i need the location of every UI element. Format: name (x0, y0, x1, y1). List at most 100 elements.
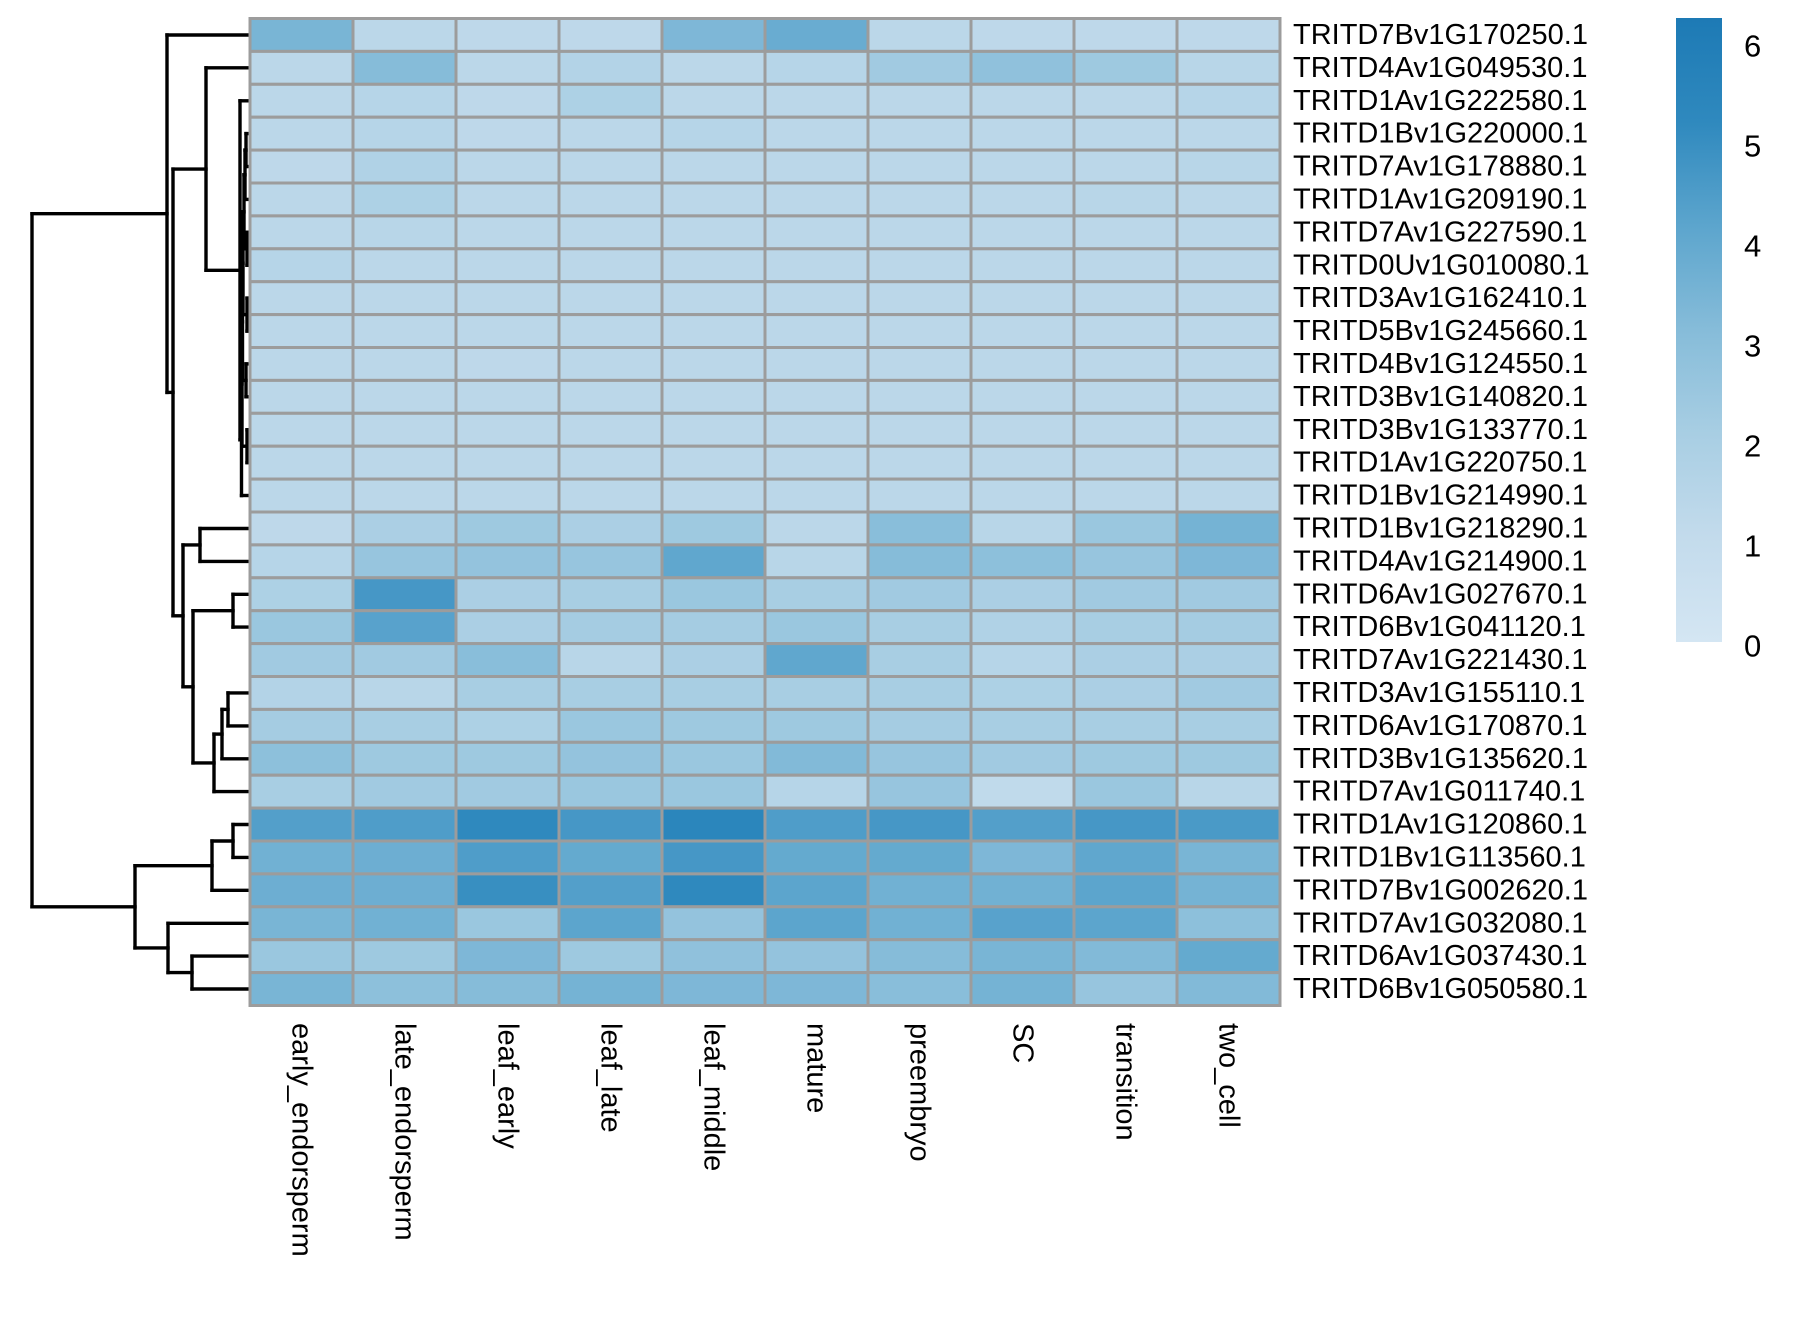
heatmap-cell (454, 280, 561, 317)
heatmap-cell (969, 247, 1076, 284)
heatmap-cell (1175, 773, 1282, 810)
heatmap-cell (763, 609, 870, 646)
heatmap-cell (1175, 543, 1282, 580)
row-label: TRITD3Bv1G135620.1 (1293, 743, 1588, 775)
heatmap-cell (1175, 313, 1282, 350)
heatmap-cell (1072, 707, 1179, 744)
heatmap-cell (763, 444, 870, 481)
heatmap-cell (557, 148, 664, 185)
heatmap-cell (351, 576, 458, 613)
heatmap-cell (1072, 905, 1179, 942)
heatmap-cell (557, 971, 664, 1007)
column-label: late_endorsperm (389, 1023, 421, 1241)
heatmap-cell (248, 17, 355, 53)
heatmap-cell (1072, 609, 1179, 646)
heatmap-cell (557, 543, 664, 580)
heatmap-cell (969, 543, 1076, 580)
heatmap-cell (454, 576, 561, 613)
heatmap-cell (660, 247, 767, 284)
row-dendrogram (30, 33, 252, 991)
heatmap-cell (1175, 740, 1282, 777)
heatmap-cell (763, 247, 870, 284)
heatmap-cell (660, 115, 767, 152)
heatmap-cell (1175, 477, 1282, 514)
heatmap-cell (969, 346, 1076, 382)
heatmap-cell (351, 707, 458, 744)
heatmap-cell (660, 510, 767, 547)
heatmap-cell (454, 609, 561, 646)
legend-tick-label: 5 (1744, 129, 1761, 164)
heatmap-cell (557, 642, 664, 678)
heatmap-cell (866, 740, 973, 777)
heatmap-cell (557, 444, 664, 481)
heatmap-cell (557, 115, 664, 152)
heatmap-cell (454, 181, 561, 218)
heatmap-cell (1175, 938, 1282, 975)
heatmap-cell (454, 872, 561, 909)
heatmap-cell (763, 477, 870, 514)
heatmap-cell (1072, 938, 1179, 975)
heatmap-cell (969, 872, 1076, 909)
legend-tick-label: 4 (1744, 229, 1761, 264)
heatmap-cell (351, 510, 458, 547)
heatmap-cell (660, 477, 767, 514)
heatmap-cell (866, 510, 973, 547)
heatmap-cell (1175, 444, 1282, 481)
heatmap-cell (454, 148, 561, 185)
heatmap-cell (248, 411, 355, 448)
heatmap-cell (557, 806, 664, 843)
heatmap-cell (351, 839, 458, 876)
row-label: TRITD7Av1G178880.1 (1293, 151, 1587, 183)
heatmap-cell (351, 675, 458, 711)
row-label: TRITD7Bv1G002620.1 (1293, 874, 1588, 906)
heatmap-cell (248, 905, 355, 942)
heatmap-cell (351, 971, 458, 1007)
heatmap-cell (248, 740, 355, 777)
heatmap-cell (248, 346, 355, 382)
heatmap-cell (454, 115, 561, 152)
heatmap-cell (660, 280, 767, 317)
heatmap-cell (1175, 280, 1282, 317)
heatmap-cell (866, 444, 973, 481)
row-label: TRITD4Bv1G124550.1 (1293, 348, 1588, 380)
heatmap-cell (969, 609, 1076, 646)
column-label: mature (801, 1023, 833, 1113)
heatmap-cell (763, 872, 870, 909)
row-label: TRITD6Av1G027670.1 (1293, 578, 1587, 610)
heatmap-cell (763, 17, 870, 53)
heatmap-cell (660, 707, 767, 744)
heatmap-cell (351, 280, 458, 317)
heatmap-cell (454, 806, 561, 843)
row-label: TRITD3Av1G162410.1 (1293, 282, 1587, 314)
heatmap-cell (660, 740, 767, 777)
heatmap-cell (969, 411, 1076, 448)
heatmap-cell (763, 938, 870, 975)
heatmap-cell (660, 576, 767, 613)
legend-tick-label: 3 (1744, 329, 1761, 364)
heatmap-cell (1072, 971, 1179, 1007)
heatmap-cell (454, 839, 561, 876)
row-label: TRITD3Av1G155110.1 (1293, 677, 1585, 709)
heatmap-cell (866, 411, 973, 448)
heatmap-cell (763, 181, 870, 218)
heatmap-cell (763, 346, 870, 382)
heatmap-cell (660, 411, 767, 448)
heatmap-cell (969, 740, 1076, 777)
heatmap-cell (969, 148, 1076, 185)
heatmap-cell (866, 280, 973, 317)
heatmap-cell (1072, 806, 1179, 843)
heatmap-cell (1072, 872, 1179, 909)
heatmap-cell (866, 477, 973, 514)
heatmap-cell (660, 905, 767, 942)
heatmap-cell (763, 675, 870, 711)
heatmap-cell (351, 773, 458, 810)
heatmap-cell (1072, 378, 1179, 415)
heatmap-cell (557, 411, 664, 448)
heatmap-cell (248, 313, 355, 350)
heatmap-cell (1072, 346, 1179, 382)
heatmap-cell (969, 642, 1076, 678)
heatmap-cell (248, 181, 355, 218)
heatmap-cell (763, 82, 870, 119)
column-label: leaf_middle (698, 1023, 730, 1171)
